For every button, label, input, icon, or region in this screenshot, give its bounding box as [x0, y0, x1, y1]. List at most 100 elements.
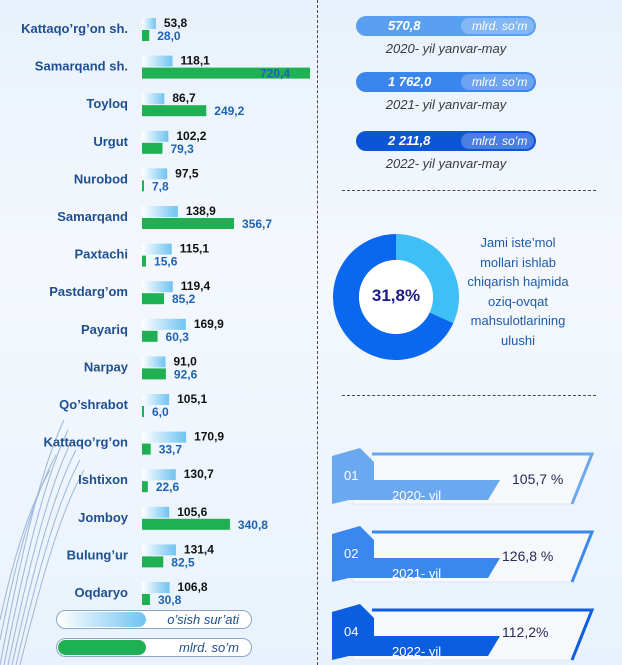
volume-bar	[142, 594, 150, 605]
category-label: Jomboy	[78, 510, 129, 525]
ribbon-year: 2021- yil	[392, 566, 442, 581]
volume-value-label: 7,8	[152, 179, 169, 193]
summary-period-2020: 2020- yil yanvar-may	[385, 41, 507, 56]
category-label: Kattaqo’rg’on	[44, 435, 129, 450]
ribbon-number: 01	[344, 468, 359, 483]
growth-bar	[142, 431, 187, 443]
ribbon-year: 2020- yil	[392, 488, 442, 503]
share-caption: Jami iste’mol mollari ishlab chiqarish h…	[462, 233, 574, 350]
volume-value-label: 79,3	[170, 142, 194, 156]
volume-value-label: 340,8	[238, 518, 268, 532]
ribbon-band	[340, 558, 500, 578]
category-label: Samarqand	[57, 209, 128, 224]
volume-value-label: 82,5	[171, 555, 195, 569]
volume-bar	[142, 142, 163, 154]
growth-value-label: 97,5	[175, 166, 199, 180]
category-label: Ishtixon	[78, 472, 128, 487]
donut-hole	[359, 260, 433, 334]
volume-bar	[142, 481, 148, 493]
volume-bar	[142, 30, 150, 41]
ribbon-badge	[332, 604, 374, 660]
category-label: Payariq	[81, 322, 128, 337]
category-label: Paxtachi	[75, 247, 128, 262]
growth-value-label: 118,1	[180, 54, 210, 68]
volume-value-label: 15,6	[154, 255, 178, 269]
volume-value-label: 249,2	[214, 104, 244, 118]
growth-value-label: 105,6	[177, 505, 207, 519]
share-caption-line: ulushi	[501, 332, 535, 348]
growth-bar	[142, 544, 176, 556]
growth-bar	[142, 356, 166, 368]
volume-bar	[142, 255, 147, 267]
ribbon-number: 04	[344, 624, 359, 639]
growth-bar	[142, 243, 172, 255]
growth-bar	[142, 506, 170, 518]
summary-pill-2022: 2 211,8 mlrd. so’m	[356, 131, 536, 151]
legend-growth-swatch	[58, 612, 146, 627]
volume-value-label: 30,8	[158, 593, 182, 607]
category-label: Narpay	[84, 359, 129, 374]
summary-unit: mlrd. so’m	[472, 134, 528, 148]
donut-share-slice	[396, 234, 459, 324]
volume-value-label: 720,4	[260, 67, 290, 81]
ribbon-badge	[332, 526, 374, 582]
growth-value-label: 86,7	[172, 91, 196, 105]
category-label: Kattaqo’rg’on sh.	[21, 21, 128, 36]
donut-remainder-slice	[333, 234, 454, 360]
volume-bar	[142, 406, 144, 417]
growth-bar	[142, 130, 169, 142]
summary-value: 2 211,8	[388, 133, 431, 148]
ribbon-outline	[372, 530, 595, 583]
category-label: Pastdarg’om	[49, 284, 128, 299]
category-label: Urgut	[93, 134, 128, 149]
share-donut-chart	[333, 234, 459, 360]
ribbon-band	[340, 636, 500, 656]
volume-bar	[142, 330, 158, 342]
share-caption-line: mahsulotlarining	[470, 313, 566, 328]
summary-unit: mlrd. so’m	[472, 19, 528, 33]
share-caption-line: mollari ishlab	[480, 254, 556, 270]
volume-value-label: 33,7	[159, 443, 183, 457]
volume-bar	[142, 67, 310, 79]
growth-bar	[142, 55, 173, 67]
volume-bar	[142, 293, 164, 305]
growth-value-label: 53,8	[164, 16, 188, 30]
volume-bar	[142, 105, 207, 117]
volume-value-label: 28,0	[157, 29, 181, 43]
section-divider	[342, 395, 596, 396]
legend-volume-swatch	[58, 640, 146, 655]
category-label: Toyloq	[86, 96, 128, 111]
summary-period-2021: 2021- yil yanvar-may	[385, 97, 507, 112]
growth-value-label: 119,4	[181, 279, 211, 293]
category-label: Bulung’ur	[67, 547, 128, 562]
growth-value-label: 170,9	[194, 430, 224, 444]
legend-volume-label: mlrd. so’m	[179, 640, 239, 655]
summary-pill-2021: 1 762,0 mlrd. so’m	[356, 72, 536, 92]
growth-value-label: 106,8	[178, 580, 208, 594]
volume-value-label: 92,6	[174, 367, 198, 381]
summary-pill-2020: 570,8 mlrd. so’m	[356, 16, 536, 36]
summary-value: 570,8	[388, 18, 421, 33]
volume-bar	[142, 556, 164, 568]
category-label: Oqdaryo	[75, 585, 129, 600]
volume-value-label: 85,2	[172, 292, 196, 306]
summary-value: 1 762,0	[388, 74, 432, 89]
ribbon-band	[340, 480, 500, 500]
growth-value-label: 91,0	[173, 354, 197, 368]
growth-value-label: 105,1	[177, 392, 207, 406]
growth-bar	[142, 168, 168, 180]
volume-bar	[142, 180, 145, 192]
growth-value-label: 130,7	[184, 467, 214, 481]
volume-bar	[142, 218, 235, 229]
share-caption-line: Jami iste’mol	[480, 235, 556, 250]
volume-bar	[142, 368, 166, 380]
volume-bar	[142, 518, 230, 530]
ribbon-value: 105,7 %	[512, 471, 564, 487]
ribbon-number: 02	[344, 546, 359, 561]
ribbon-value: 112,2%	[502, 624, 549, 640]
bar-chart: Kattaqo’rg’on sh. 53,828,0 Samarqand sh. 11…	[21, 16, 310, 607]
growth-value-label: 115,1	[180, 242, 210, 256]
growth-bar	[142, 18, 156, 29]
